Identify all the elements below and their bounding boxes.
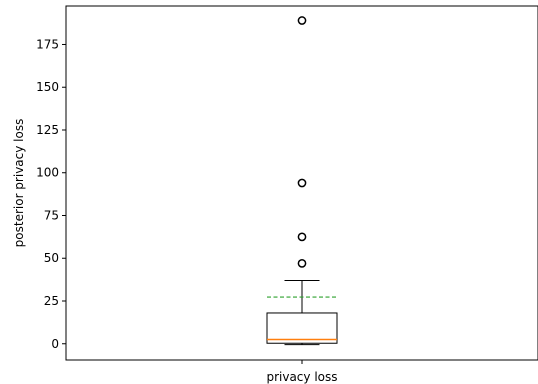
y-axis-label: posterior privacy loss bbox=[12, 119, 26, 248]
y-tick-label-50: 50 bbox=[44, 251, 59, 265]
y-tick-label-0: 0 bbox=[51, 337, 59, 351]
y-tick-label-125: 125 bbox=[36, 123, 59, 137]
outlier-point-2 bbox=[297, 178, 307, 188]
box-0 bbox=[266, 16, 338, 346]
y-tick-label-75: 75 bbox=[44, 208, 59, 222]
outlier-point-0 bbox=[297, 259, 307, 268]
y-tick-label-25: 25 bbox=[44, 294, 59, 308]
outlier-point-1 bbox=[297, 232, 307, 242]
x-axis-label: privacy loss bbox=[266, 370, 337, 384]
y-tick-label-175: 175 bbox=[36, 37, 59, 51]
box-marks bbox=[266, 16, 338, 346]
y-tick-label-100: 100 bbox=[36, 166, 59, 180]
y-tick-label-150: 150 bbox=[36, 80, 59, 94]
iqr-box bbox=[266, 312, 338, 344]
y-axis: 0 25 50 75 100 125 150 175 bbox=[36, 37, 66, 351]
outlier-point-3 bbox=[297, 16, 307, 25]
